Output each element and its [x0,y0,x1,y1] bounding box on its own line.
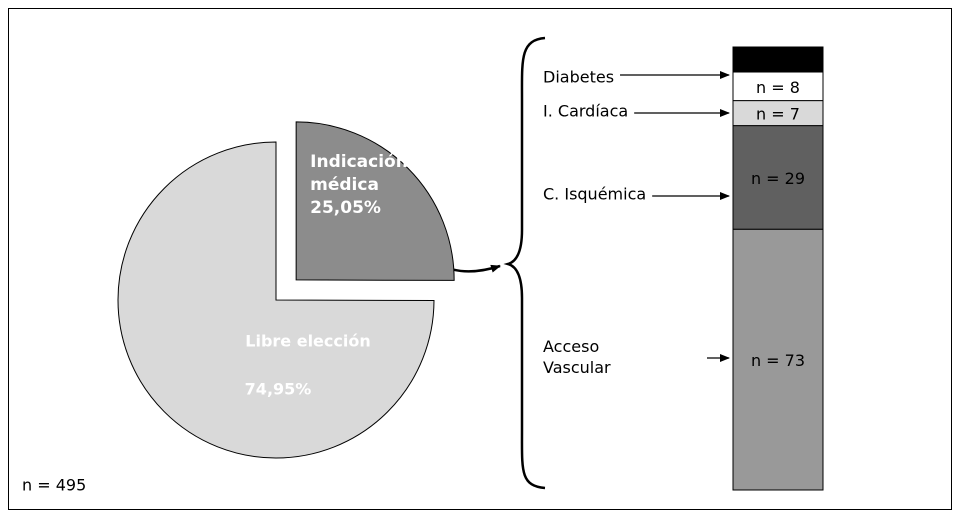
category-label: I. Cardíaca [543,102,628,121]
category-label: C. Isquémica [543,185,646,204]
brace [503,36,546,490]
category-label: Diabetes [543,68,614,87]
slice-value: 25,05% [310,198,381,218]
segment-label: n = 7 [756,105,800,124]
bar-segment [732,71,824,102]
pie-slice [117,141,435,459]
sample-size: n = 495 [22,476,86,495]
category-label: Acceso Vascular [543,337,611,377]
bar-segment [732,125,824,230]
slice-label: Libre elección [245,332,370,351]
pie-slice [295,121,455,281]
segment-label: n = 29 [751,169,805,188]
slice-value: 74,95% [245,380,312,399]
segment-label: n = 73 [751,351,805,370]
bar-segment [732,228,824,491]
bar-segment [732,100,824,127]
slice-label: Indicación médica [310,152,414,195]
bar-segment [732,46,824,73]
segment-label: n = 8 [756,78,800,97]
